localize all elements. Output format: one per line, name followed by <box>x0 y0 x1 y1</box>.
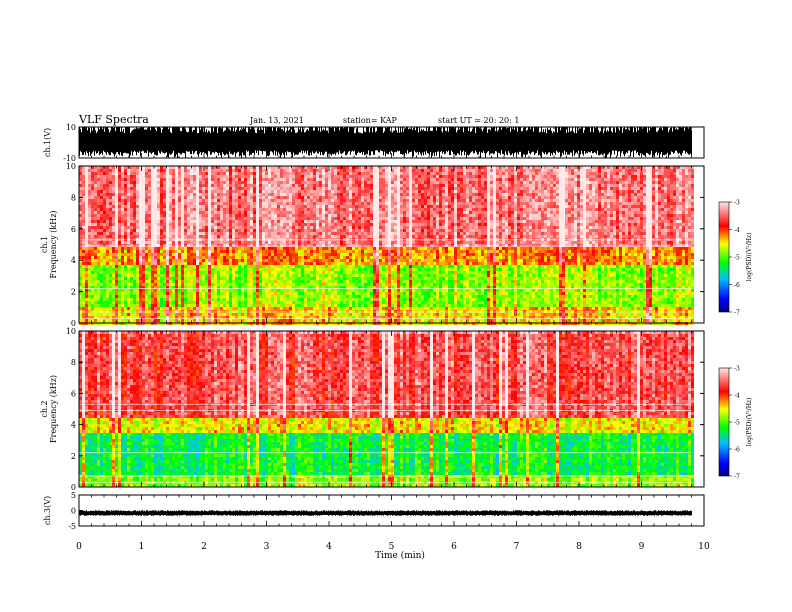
spec-ytick-label: 2 <box>71 452 76 461</box>
colorbar-tick-label: -6 <box>734 447 740 454</box>
xtick-label: 2 <box>201 542 207 552</box>
ch2-spectrogram-ylabel: ch.2 <box>40 400 49 417</box>
colorbar-gradient <box>719 202 729 312</box>
xtick-label: 9 <box>639 542 645 552</box>
spec-ytick-label: 10 <box>66 162 76 171</box>
colorbar-tick-label: -3 <box>734 366 740 373</box>
spec-ytick-label: 8 <box>71 193 76 202</box>
station-label: station= KAP <box>343 116 398 125</box>
ch3-waveform-panel: 5 0 -5 ch.3(V) <box>43 491 704 531</box>
figure-title: VLF Spectra <box>78 113 149 126</box>
spec-ytick-label: 6 <box>71 389 76 398</box>
spec-ytick-label: 4 <box>71 421 76 430</box>
spec-ytick-label: 10 <box>66 327 76 336</box>
colorbar-tick-label: -4 <box>734 393 740 400</box>
xtick-label: 1 <box>139 542 145 552</box>
vlf-spectra-figure: VLF Spectra Jan. 13, 2021 station= KAP s… <box>0 0 792 612</box>
colorbar-tick-label: -6 <box>734 282 740 289</box>
start-time-label: start UT = 20: 20: 1 <box>438 116 519 125</box>
colorbar-label: log(PSD)(V²/Hz) <box>746 233 753 282</box>
colorbar-label: log(PSD)(V²/Hz) <box>746 398 753 447</box>
ch1-ytick-label: 10 <box>66 123 76 132</box>
colorbar-tick-label: -4 <box>734 227 740 234</box>
colorbar-tick-label: -3 <box>734 200 740 207</box>
ch1-waveform-ylabel: ch.1(V) <box>43 128 52 157</box>
ch1-spectrogram-ylabel: ch.1 <box>40 236 49 253</box>
ch3-ytick-label: 5 <box>71 491 76 500</box>
colorbar-gradient <box>719 368 729 476</box>
ch1-colorbar: -3 -4 -5 -6 -7 log(PSD)(V²/Hz) <box>719 200 753 317</box>
ch1-spectrogram-ylabel: Frequency (kHz) <box>49 210 58 278</box>
colorbar-tick-label: -7 <box>734 310 740 317</box>
ch2-spectrogram-cells <box>79 331 694 487</box>
ch1-spectrogram-cells <box>79 166 694 325</box>
spec-ytick-label: 2 <box>71 288 76 297</box>
xtick-label: 10 <box>698 542 710 552</box>
spec-ytick-label: 8 <box>71 358 76 367</box>
x-axis-label: Time (min) <box>375 550 425 561</box>
colorbar-tick-label: -5 <box>734 420 740 427</box>
xtick-label: 3 <box>264 542 270 552</box>
xtick-label: 7 <box>514 542 520 552</box>
spec-ytick-label: 6 <box>71 225 76 234</box>
xtick-label: 4 <box>326 542 332 552</box>
ch3-ytick-label: 0 <box>71 507 76 516</box>
spec-ytick-label: 4 <box>71 256 76 265</box>
xtick-label: 8 <box>576 542 582 552</box>
xtick-label: 0 <box>76 542 82 552</box>
colorbar-tick-label: -7 <box>734 474 740 481</box>
colorbar-tick-label: -5 <box>734 255 740 262</box>
ch3-waveform-ylabel: ch.3(V) <box>43 496 52 525</box>
ch2-colorbar: -3 -4 -5 -6 -7 log(PSD)(V²/Hz) <box>719 366 753 481</box>
ch3-trace <box>80 510 692 516</box>
ch3-ytick-label: -5 <box>68 522 76 531</box>
date-label: Jan. 13, 2021 <box>249 116 304 125</box>
ch1-trace <box>80 127 692 158</box>
ch2-spectrogram-ylabel: Frequency (kHz) <box>49 375 58 443</box>
xtick-label: 6 <box>451 542 457 552</box>
